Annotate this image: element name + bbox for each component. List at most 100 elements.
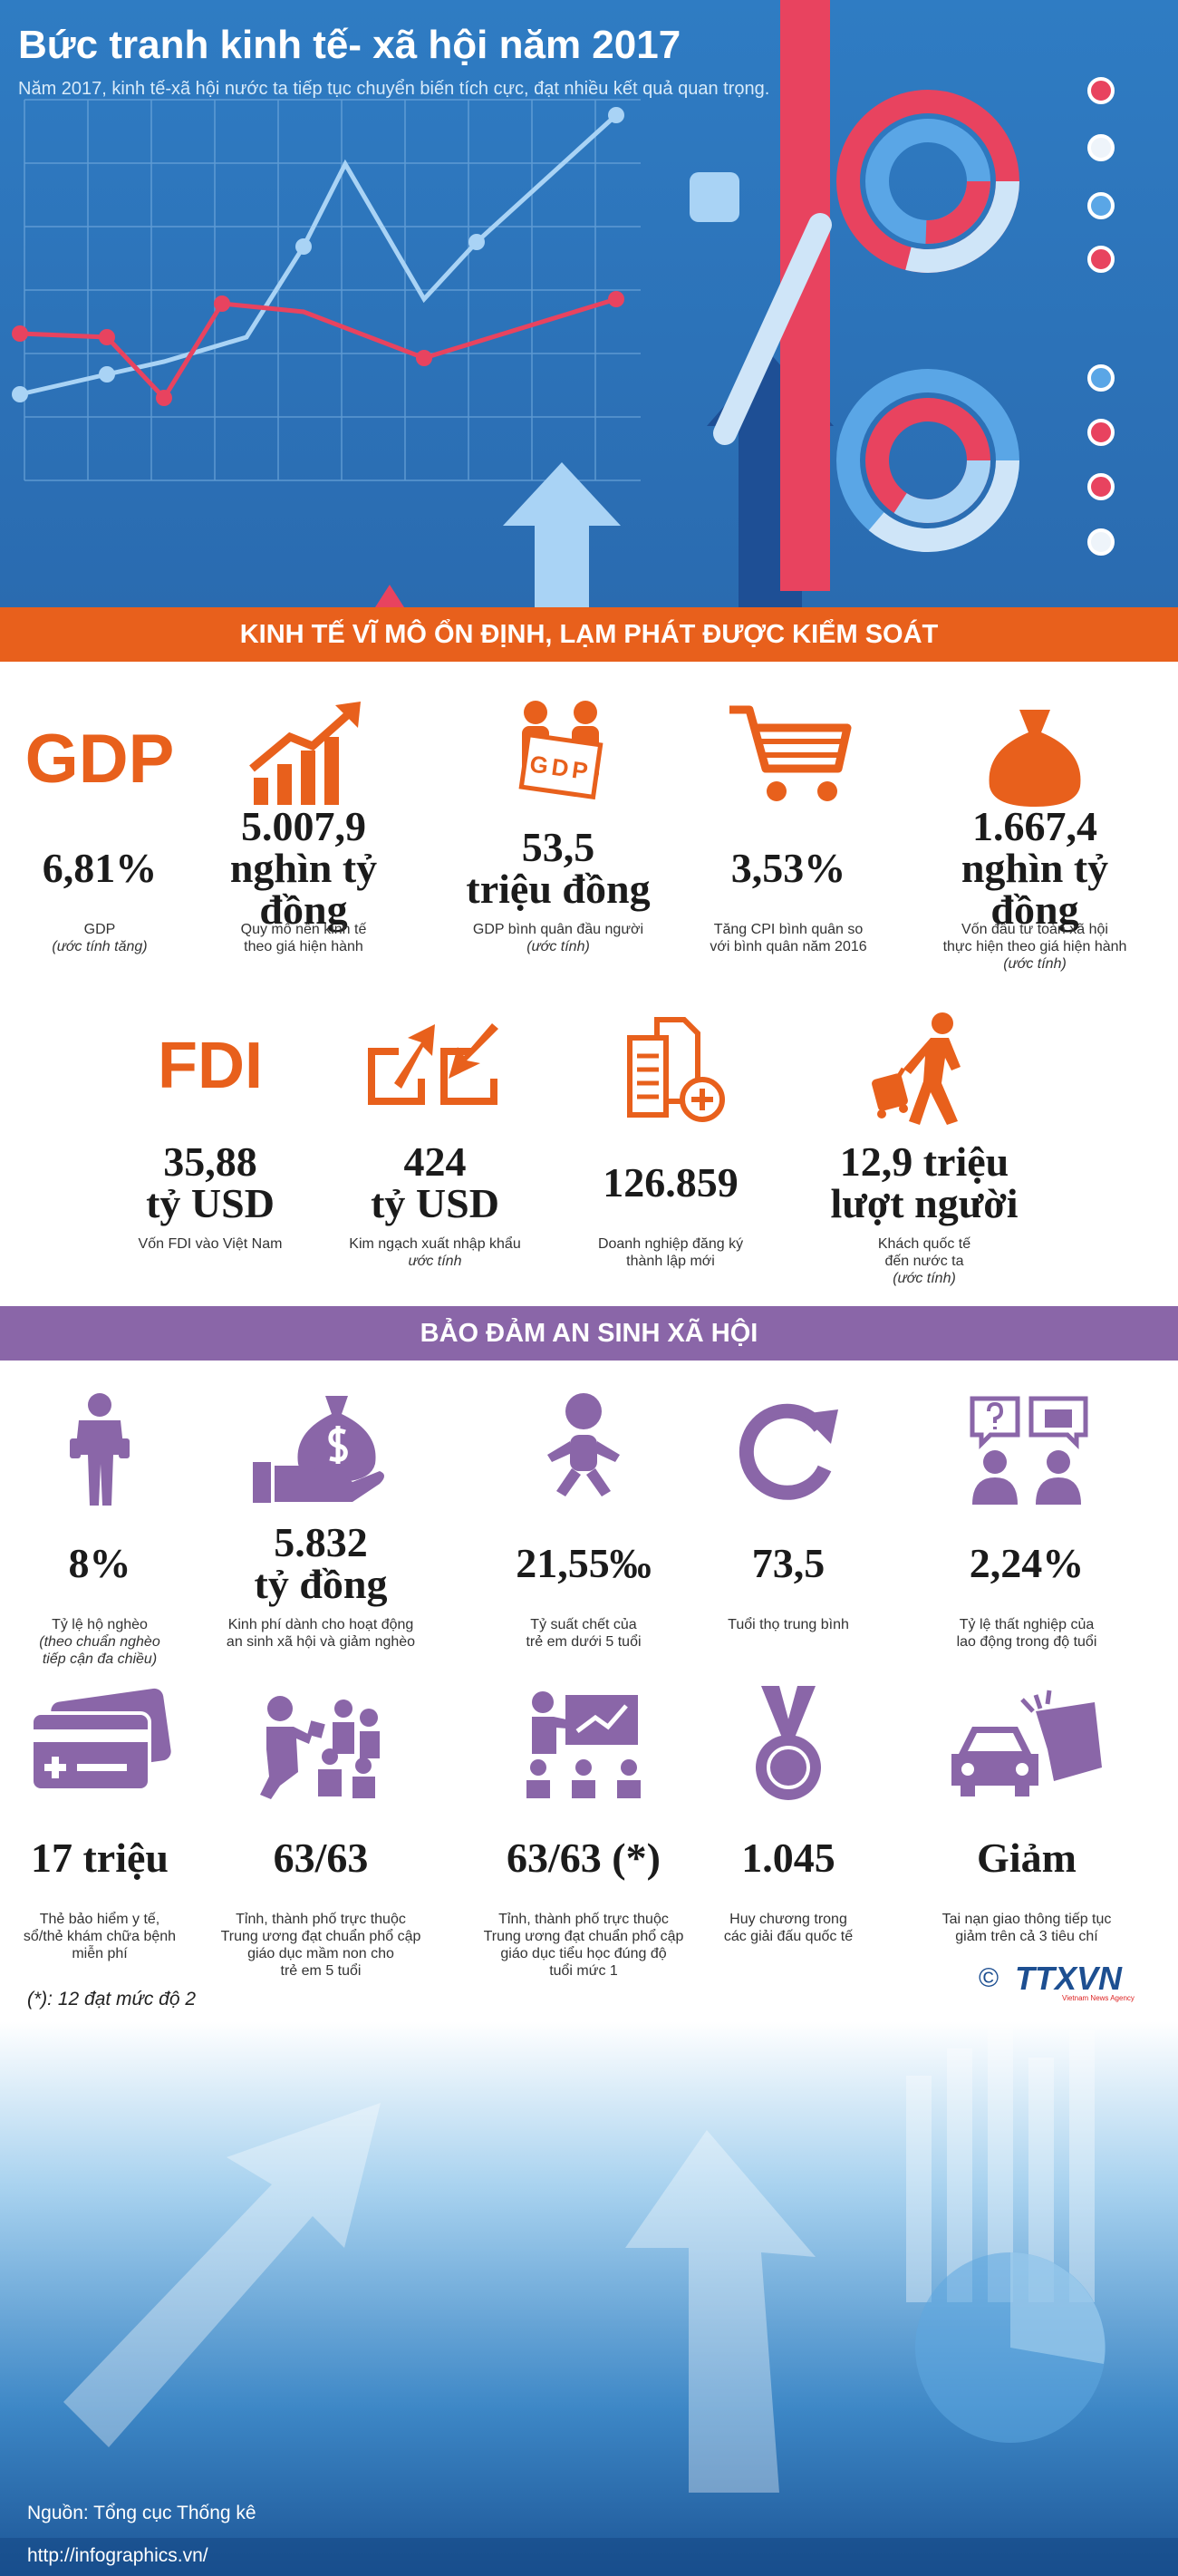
stat-label: Tỉnh, thành phố trực thuộc — [236, 1912, 406, 1927]
icon: GDP — [25, 721, 175, 798]
stat-value: 6,81% — [42, 845, 158, 891]
icon — [739, 1403, 838, 1500]
stat-item: 424 tỷ USD Kim ngạch xuất nhập khẩu ước tín… — [313, 1011, 557, 1270]
label-block: Tuổi thọ trung bình — [666, 1616, 911, 1633]
value-block: 63/63 (*) — [461, 1813, 706, 1903]
icon — [627, 1017, 725, 1122]
value-block: 1.045 — [666, 1813, 911, 1903]
stat-label: Tăng CPI bình quân so — [713, 922, 864, 937]
stat-item: Giảm Tai nạn giao thông tiếp tục giảm trên… — [904, 1686, 1149, 1945]
icon — [526, 1691, 641, 1798]
stat-label: giảm trên cả 3 tiêu chí — [955, 1929, 1098, 1944]
value-block: 126.859 — [548, 1138, 793, 1228]
stat-label: Kinh phí dành cho hoạt động — [227, 1617, 414, 1632]
label-block: Kim ngạch xuất nhập khẩu ước tính — [313, 1235, 557, 1270]
stat-label: Tuổi thọ trung bình — [728, 1617, 849, 1632]
stat-item: 1.045 Huy chương trong các giải đấu quốc t… — [666, 1686, 911, 1945]
value-block: 5.007,9 nghìn tỷ đồng — [181, 806, 426, 931]
stat-value: 73,5 — [751, 1540, 826, 1586]
stat-label: Tỉnh, thành phố trực thuộc — [498, 1912, 669, 1927]
stat-label: thực hiện theo giá hiện hành — [942, 939, 1127, 954]
label-block: Tỷ lệ thất nghiệp của lao động trong độ t… — [904, 1616, 1149, 1651]
value-block: 424 tỷ USD — [313, 1138, 557, 1228]
icon: GDP — [518, 701, 603, 800]
section-heading: KINH TẾ VĨ MÔ ỔN ĐỊNH, LẠM PHÁT ĐƯỢC KIỂ… — [0, 607, 1178, 662]
stat-label: Tỷ suất chết của — [530, 1617, 637, 1632]
stat-label: đến nước ta — [884, 1254, 964, 1269]
label-block: Doanh nghiệp đăng ký thành lập mới — [548, 1235, 793, 1270]
stat-label: Doanh nghiệp đăng ký — [597, 1236, 744, 1252]
stat-value: 424 — [403, 1138, 467, 1185]
stat-label: giáo dục mầm non cho — [247, 1946, 394, 1961]
value-block: 3,53% — [666, 823, 911, 914]
stat-item: 8% Tỷ lệ hộ nghèo (theo chuẩn nghèo tiếp cậ… — [0, 1391, 222, 1668]
stat-label: an sinh xã hội và giảm nghèo — [226, 1634, 416, 1650]
stat-item: 63/63 (*) Tỉnh, thành phố trực thuộc Trung… — [461, 1686, 706, 1980]
label-block: Tai nạn giao thông tiếp tục giảm trên cả … — [904, 1911, 1149, 1945]
value-block: 21,55‰ — [461, 1518, 706, 1609]
label-block: GDP (ước tính tăng) — [0, 921, 222, 955]
stat-label: thành lập mới — [626, 1254, 715, 1269]
stat-value: 63/63 — [273, 1835, 369, 1881]
stat-label: với bình quân năm 2016 — [710, 939, 867, 954]
stat-item: 73,5 Tuổi thọ trung bình — [666, 1391, 911, 1633]
stat-value: Giảm — [977, 1835, 1077, 1881]
stat-value: lượt người — [830, 1180, 1019, 1226]
footnote: (*): 12 đạt mức độ 2 — [27, 1989, 197, 2009]
stat-value: 12,9 triệu — [839, 1138, 1009, 1185]
value-block: 35,88 tỷ USD — [88, 1138, 333, 1228]
stat-label: Trung ương đạt chuẩn phổ cập — [483, 1929, 684, 1944]
value-block: 12,9 triệu lượt người — [802, 1138, 1047, 1228]
value-block: 1.667,4 nghìn tỷ đồng — [912, 806, 1157, 931]
stat-value: 63/63 (*) — [507, 1835, 661, 1881]
stat-label: GDP bình quân đầu người — [472, 922, 644, 937]
stat-value: tỷ đồng — [254, 1561, 388, 1607]
value-block: 17 triệu — [0, 1813, 222, 1903]
stat-value: tỷ USD — [371, 1180, 499, 1226]
value-block: 63/63 — [198, 1813, 443, 1903]
value-block: Giảm — [904, 1813, 1149, 1903]
icon — [989, 710, 1081, 807]
stat-value: 8% — [68, 1540, 131, 1586]
stat-item: 126.859 Doanh nghiệp đăng ký thành lập mới — [548, 1011, 793, 1270]
stat-note: (ước tính) — [893, 1271, 956, 1286]
stat-item: GDP 53,5 triệu đồng GDP bình quân đầu ngườ… — [436, 696, 681, 955]
icon — [70, 1393, 130, 1506]
logo-name: TTXVN — [1015, 1960, 1123, 1997]
stat-note: (ước tính tăng) — [52, 939, 148, 954]
icon — [30, 1688, 171, 1792]
stat-label: theo giá hiện hành — [244, 939, 363, 954]
stat-value: 53,5 — [521, 824, 595, 870]
icon — [547, 1393, 620, 1496]
stat-value: 5.007,9 — [241, 803, 366, 849]
icon — [368, 1023, 498, 1105]
icon — [756, 1686, 821, 1800]
stat-item: 5.832 tỷ đồng Kinh phí dành cho hoạt động a… — [198, 1391, 443, 1651]
stat-label: miễn phí — [72, 1946, 128, 1961]
stat-value: 35,88 — [163, 1138, 257, 1185]
stat-label: lao động trong độ tuổi — [956, 1634, 1097, 1650]
stat-label: trẻ em dưới 5 tuổi — [526, 1634, 642, 1650]
label-block: Tỷ suất chết của trẻ em dưới 5 tuổi — [461, 1616, 706, 1651]
icon — [970, 1396, 1088, 1505]
footer-art — [0, 2021, 1178, 2576]
icon — [951, 1690, 1102, 1796]
icon — [249, 702, 361, 805]
stat-item: 5.007,9 nghìn tỷ đồng Quy mô nền kinh tế th… — [181, 696, 426, 955]
label-block: Huy chương trong các giải đấu quốc tế — [666, 1911, 911, 1945]
url: http://infographics.vn/ — [27, 2545, 208, 2566]
stat-item: 17 triệu Thẻ bảo hiểm y tế, sổ/thẻ khám ch… — [0, 1686, 222, 1962]
logo-tagline: Vietnam News Agency — [1062, 1994, 1135, 2002]
stat-item: 63/63 Tỉnh, thành phố trực thuộc Trung ươn… — [198, 1686, 443, 1980]
stat-label: Huy chương trong — [729, 1912, 847, 1927]
label-block: Thẻ bảo hiểm y tế, sổ/thẻ khám chữa bệnh m… — [0, 1911, 222, 1962]
stat-label: Tỷ lệ hộ nghèo — [52, 1617, 148, 1632]
label-block: Tỷ lệ hộ nghèo (theo chuẩn nghèo tiếp cận … — [0, 1616, 222, 1668]
stat-label: giáo dục tiểu học đúng độ — [500, 1946, 667, 1961]
stat-label: tuổi mức 1 — [549, 1963, 618, 1979]
label-block: Tăng CPI bình quân so với bình quân năm 2… — [666, 921, 911, 955]
stat-value: nghìn tỷ đồng — [229, 845, 378, 933]
stat-label: GDP — [83, 922, 116, 937]
stat-label: Kim ngạch xuất nhập khẩu — [349, 1236, 521, 1252]
